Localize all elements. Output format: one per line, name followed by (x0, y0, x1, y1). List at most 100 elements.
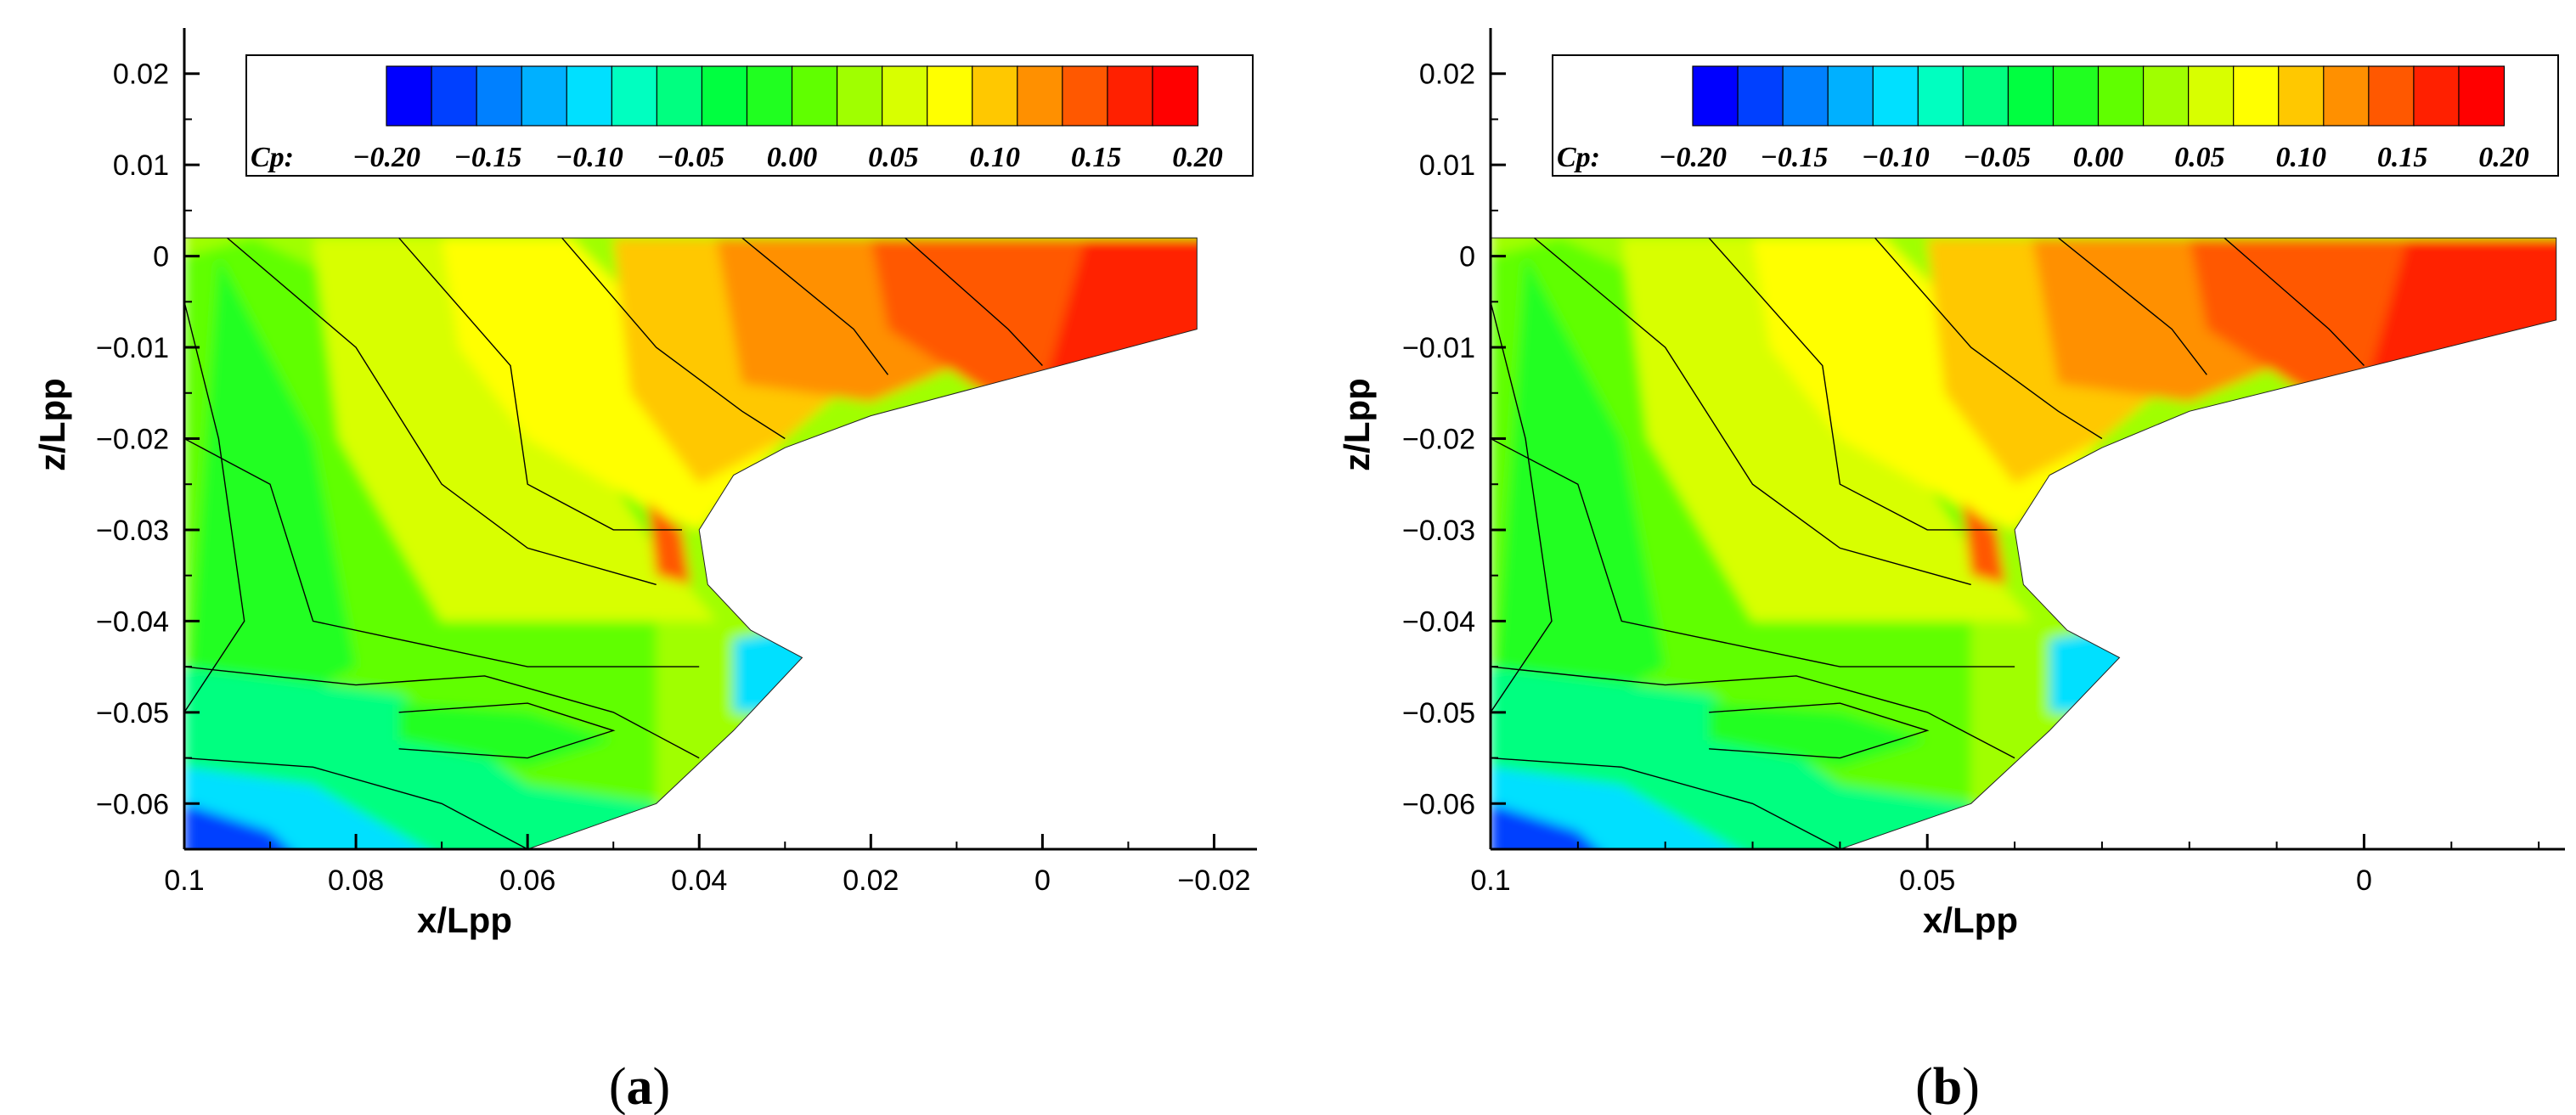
cp-band (1491, 256, 1666, 758)
contour-line (398, 238, 682, 531)
colorbar-tick-label: 0.20 (2478, 142, 2529, 173)
contour-line (184, 301, 245, 713)
y-tick-label: 0.02 (1419, 59, 1475, 91)
x-tick-label: 0 (2356, 864, 2372, 897)
contour-line (1709, 702, 1930, 759)
colorbar-swatch (566, 65, 613, 127)
colorbar-tick-label: 0.10 (2276, 142, 2327, 173)
cp-field (184, 238, 1198, 850)
y-tick-label: −0.05 (96, 697, 169, 729)
colorbar-tick-label: −0.15 (454, 142, 521, 173)
contour-line (1874, 238, 2103, 440)
y-tick-label: −0.06 (1402, 788, 1475, 820)
colorbar-tick-label: −0.10 (555, 142, 623, 173)
colorbar-tick-label: −0.05 (657, 142, 724, 173)
y-tick-label: −0.01 (96, 332, 169, 364)
x-tick-label: 0.08 (328, 864, 384, 897)
cp-band (733, 630, 820, 712)
colorbar-swatch (2323, 65, 2370, 127)
colorbar-tick-label: −0.10 (1862, 142, 1930, 173)
colorbar-swatch (1917, 65, 1964, 127)
contour-line (905, 238, 1043, 366)
colorbar-swatch (1827, 65, 1874, 127)
x-tick-label: −0.02 (1177, 864, 1250, 897)
y-axis: 0.02 0.01 0 −0.01 −0.02 −0.03 −0.04 −0.05 −0.06 (1402, 28, 1506, 849)
x-tick-label: 0.04 (671, 864, 727, 897)
cp-band (647, 502, 691, 585)
colorbar-swatch (882, 65, 928, 127)
contour-line (2058, 238, 2207, 375)
cp-band (184, 767, 442, 850)
colorbar-swatch (476, 65, 523, 127)
cp-band (1621, 238, 2032, 622)
y-tick-label: 0.01 (113, 149, 169, 182)
colorbar-swatch (521, 65, 568, 127)
colorbar-swatch (431, 65, 478, 127)
y-tick-label: −0.01 (1402, 332, 1475, 364)
x-axis-title: x/Lpp (417, 900, 512, 940)
cp-band (1962, 502, 2006, 585)
x-tick-label: 0.05 (1899, 864, 1955, 897)
hull-boundary (1490, 237, 2557, 850)
x-axis: 0.1 0.08 0.06 0.04 0.02 0 −0.02 (164, 834, 1257, 897)
contour-line (2224, 238, 2365, 366)
colorbar-swatch (2142, 65, 2190, 127)
contour-line (227, 238, 657, 586)
colorbar-tick-label: −0.20 (352, 142, 420, 173)
x-tick-label: 0.02 (843, 864, 899, 897)
colorbar: Cp: −0.20 −0.15 −0.10 −0.05 0.00 0.05 0.10 0.15 0… (245, 54, 1254, 177)
y-tick-label: 0.01 (1419, 149, 1475, 182)
colorbar-swatch (1692, 65, 1739, 127)
cp-band (398, 703, 614, 768)
y-axis-title: z/Lpp (32, 378, 72, 471)
colorbar-swatch (927, 65, 973, 127)
cp-band (2049, 630, 2138, 712)
contour-line (1708, 238, 1998, 531)
colorbar-swatch (791, 65, 838, 127)
cp-field (1491, 238, 2556, 850)
x-tick-label: 0.06 (499, 864, 555, 897)
colorbar-tick-label: −0.05 (1963, 142, 2031, 173)
contour-line (398, 702, 616, 759)
colorbar-tick-label: 0.10 (970, 142, 1021, 173)
colorbar-swatch (2278, 65, 2325, 127)
x-tick-label: 0 (1034, 864, 1051, 897)
cp-band (1709, 703, 1928, 768)
contour-line (184, 757, 528, 850)
contour-line (1491, 666, 2015, 759)
colorbar-swatch (2052, 65, 2100, 127)
colorbar-tick-label: −0.20 (1659, 142, 1727, 173)
y-tick-label: −0.03 (1402, 515, 1475, 547)
colorbar-swatch (1107, 65, 1154, 127)
y-tick-label: 0.02 (113, 59, 169, 91)
cp-band (1491, 767, 1753, 850)
chart-panel-a: Cp: −0.20 −0.15 −0.10 −0.05 0.00 0.05 0.10 0.15 0… (32, 28, 1257, 1115)
colorbar-swatch (2097, 65, 2145, 127)
contour-line (741, 238, 889, 375)
colorbar-swatch (701, 65, 748, 127)
plot-area (183, 237, 1198, 850)
contour-line (184, 666, 700, 759)
colorbar-swatch (386, 65, 433, 127)
plot-area (1490, 237, 2557, 850)
x-tick-label: 0.1 (164, 864, 204, 897)
colorbar-swatch (1872, 65, 1919, 127)
colorbar-tick-label: −0.15 (1760, 142, 1828, 173)
y-tick-label: −0.05 (1402, 697, 1475, 729)
y-tick-label: −0.04 (96, 605, 169, 638)
colorbar-swatch (2188, 65, 2235, 127)
y-tick-label: 0 (153, 241, 169, 273)
colorbar-tick-label: 0.05 (2174, 142, 2225, 173)
colorbar-swatch (2458, 65, 2506, 127)
cp-band (184, 256, 357, 758)
colorbar-tick-label: 0.00 (767, 142, 818, 173)
cp-band (2145, 630, 2198, 695)
colorbar-swatch (1737, 65, 1784, 127)
hull-boundary (183, 237, 1198, 850)
panel-label-a: (a) (609, 1058, 670, 1115)
colorbar-swatch (2413, 65, 2460, 127)
contour-line (1491, 437, 2015, 667)
y-tick-label: −0.03 (96, 515, 169, 547)
colorbar: Cp: −0.20 −0.15 −0.10 −0.05 0.00 0.05 0.10 0.15 0… (1552, 54, 2559, 177)
